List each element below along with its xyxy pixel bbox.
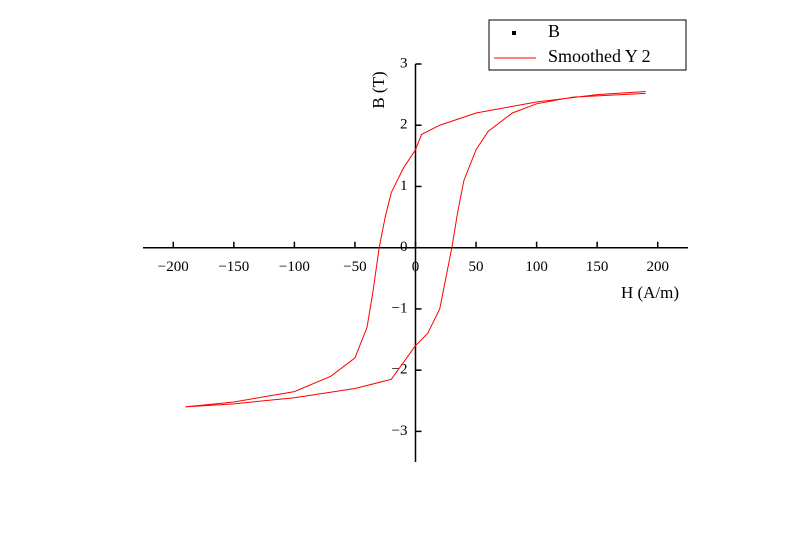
hysteresis-curve: [185, 91, 646, 408]
legend-label: Smoothed Y 2: [548, 46, 651, 66]
x-tick-label: 150: [586, 259, 609, 275]
x-axis-label: H (A/m): [621, 283, 679, 302]
legend-box: [488, 19, 687, 71]
x-tick-label: 200: [646, 259, 669, 275]
legend-marker: [512, 31, 516, 35]
x-tick-label: −150: [218, 259, 249, 275]
y-tick-label: 1: [400, 178, 408, 194]
x-tick-label: −200: [158, 259, 189, 275]
y-axis-label: B (T): [369, 71, 388, 108]
y-tick-label: 2: [400, 117, 408, 133]
y-tick-label: −3: [392, 423, 408, 439]
x-tick-label: −100: [279, 259, 310, 275]
x-tick-label: 0: [412, 259, 420, 275]
x-tick-label: 100: [525, 259, 548, 275]
x-tick-label: 50: [469, 259, 484, 275]
y-tick-label: 3: [400, 55, 408, 71]
legend-label: B: [548, 21, 560, 41]
y-tick-label: −1: [392, 300, 408, 316]
x-tick-label: −50: [343, 259, 366, 275]
y-tick-label: 0: [400, 239, 408, 255]
